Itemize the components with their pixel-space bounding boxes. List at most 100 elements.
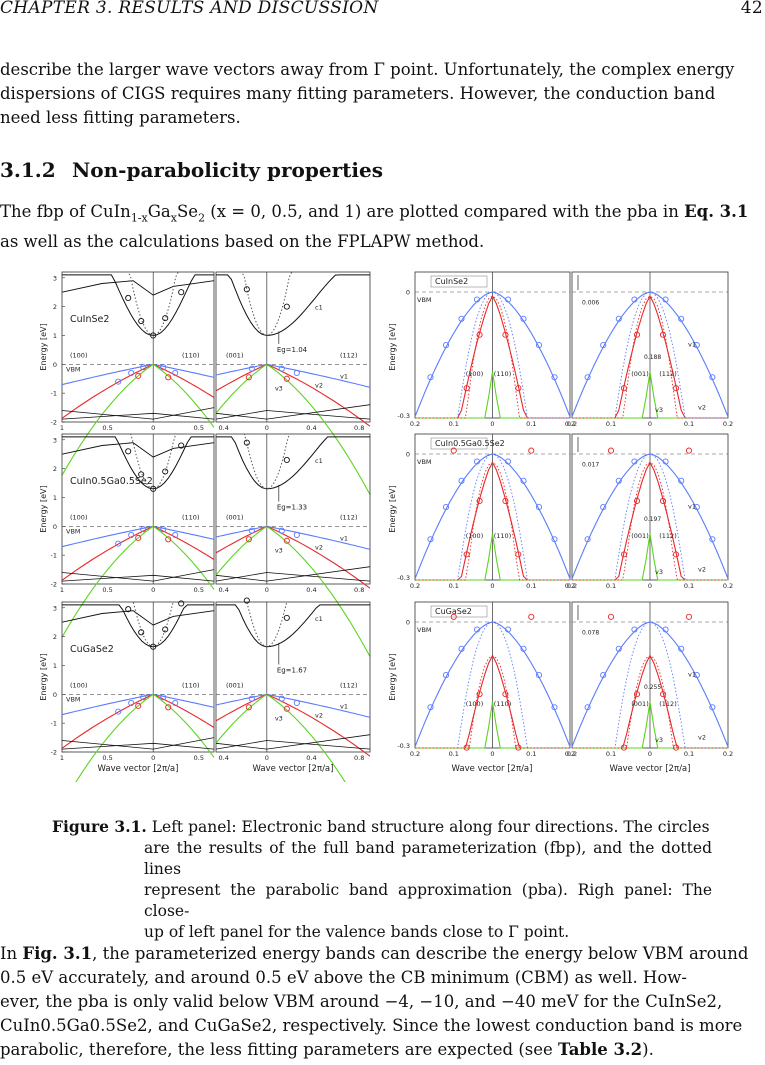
y-tick-label: 1 [53, 332, 57, 340]
plot-frame [61, 271, 215, 423]
x-axis-label: Wave vector [2π/a] [452, 764, 533, 774]
fbp-point [150, 643, 157, 650]
pba-curve [123, 271, 184, 337]
fbp-point [138, 317, 145, 325]
x-tick-label: 0.2 [410, 582, 420, 590]
fbp-point [128, 699, 135, 707]
band-label: v2 [698, 566, 706, 574]
band-structure-figure: 3 2 1 0 -1 -2 Energy [eV] Energy [eV] 1 0.5 0 0.5 0.… [39, 271, 733, 782]
fbp-point [245, 704, 252, 711]
fig-reference[interactable]: Fig. 3.1 [22, 944, 93, 963]
fbp-point [659, 497, 667, 504]
x-axis-label: Wave vector [2π/a] [98, 764, 179, 774]
fbp-point [458, 315, 465, 322]
fbp-point [662, 296, 669, 303]
pba-curve [236, 601, 297, 648]
y-tick-label: -0.3 [397, 742, 410, 750]
x-tick-label: 0 [490, 582, 494, 590]
page-number: 42 [740, 0, 763, 18]
eq-reference[interactable]: Eq. 3.1 [684, 202, 749, 221]
deep-band [61, 407, 215, 420]
fbp-point [672, 551, 680, 558]
pba-curve [415, 461, 570, 581]
band-label: v1 [688, 503, 696, 511]
y-tick-label: -2 [51, 581, 57, 589]
band-label: v1 [688, 671, 696, 679]
vbm-label: VBM [417, 626, 432, 634]
pba-curve [123, 433, 184, 490]
band-label: c1 [315, 457, 323, 465]
direction-label: (112) [340, 681, 357, 689]
pba-curve [572, 655, 728, 749]
y-tick-label: 3 [53, 604, 57, 612]
fbp-point [160, 364, 167, 371]
x-tick-label: 0.4 [219, 754, 229, 762]
x-tick-label: 0.2 [723, 750, 733, 758]
split-label: 0.078 [582, 630, 599, 637]
x-tick-label: 0.5 [194, 754, 204, 762]
x-tick-label: 0 [151, 586, 155, 594]
deep-band [61, 574, 215, 582]
band-label: v3 [275, 546, 283, 554]
fbp-point [172, 531, 179, 539]
material-label: CuIn0.5Ga0.5Se2 [435, 439, 505, 448]
fbp-point [473, 626, 481, 633]
fbp-point [615, 477, 622, 484]
fbp-point [631, 458, 638, 465]
fbp-point [135, 534, 142, 541]
fbp-point [128, 531, 135, 539]
fbp-point [620, 385, 628, 392]
body-paragraph: In Fig. 3.1, the parameterized energy ba… [0, 942, 765, 1062]
section-number: 3.1.2 [0, 158, 56, 182]
split-label: 0.017 [582, 462, 599, 469]
deep-band [215, 734, 371, 750]
vbm-label: VBM [66, 695, 81, 703]
x-tick-label: 1 [60, 754, 64, 762]
x-tick-label: 0 [265, 586, 269, 594]
x-tick-label: 0.2 [723, 420, 733, 428]
fbp-point [633, 331, 641, 338]
fbp-point [178, 289, 185, 296]
band-label: v1 [340, 373, 348, 381]
direction-label: (001) [631, 700, 648, 708]
fbp-point [502, 691, 509, 698]
y-axis-label: Energy [eV] [39, 653, 48, 700]
pba-curve [572, 295, 728, 419]
fbp-point [709, 704, 716, 711]
fbp-point [243, 597, 250, 604]
band-label: v2 [315, 543, 323, 551]
fbp-line: as well as the calculations based on the… [0, 232, 485, 252]
fbp-point [243, 439, 250, 446]
section-title: Non-parabolicity properties [72, 158, 383, 182]
running-header: CHAPTER 3. RESULTS AND DISCUSSION 42 [0, 0, 765, 22]
fbp-point [427, 704, 434, 711]
fbp-point [248, 527, 255, 534]
x-tick-label: 0.5 [102, 586, 112, 594]
band-label: v1 [340, 535, 348, 543]
fbp-point [172, 699, 179, 707]
x-tick-label: 0.1 [526, 420, 536, 428]
fbp-point [283, 303, 290, 310]
y-tick-label: 2 [53, 303, 57, 311]
fbp-point [693, 342, 700, 349]
band-label: c1 [315, 615, 323, 623]
direction-label: (110) [182, 351, 199, 359]
fbp-point [615, 645, 622, 652]
valence-band-green [215, 694, 346, 782]
y-tick-label: 0 [53, 523, 57, 531]
y-tick-label: 1 [53, 662, 57, 670]
gap-label: Eg=1.04 [277, 346, 308, 354]
fbp-point [504, 296, 512, 303]
x-tick-label: 0 [265, 754, 269, 762]
band-label: v2 [698, 734, 706, 742]
table-reference[interactable]: Table 3.2 [558, 1040, 643, 1059]
direction-label: (100) [70, 351, 87, 359]
x-tick-label: 0.1 [684, 420, 694, 428]
deep-band [215, 404, 371, 420]
band-label: v3 [275, 714, 283, 722]
y-tick-label: -0.3 [397, 412, 410, 420]
x-tick-label: 0.1 [449, 420, 459, 428]
x-tick-label: 0.5 [102, 424, 112, 432]
pba-curve [123, 601, 184, 648]
valence-band-green [61, 525, 215, 638]
